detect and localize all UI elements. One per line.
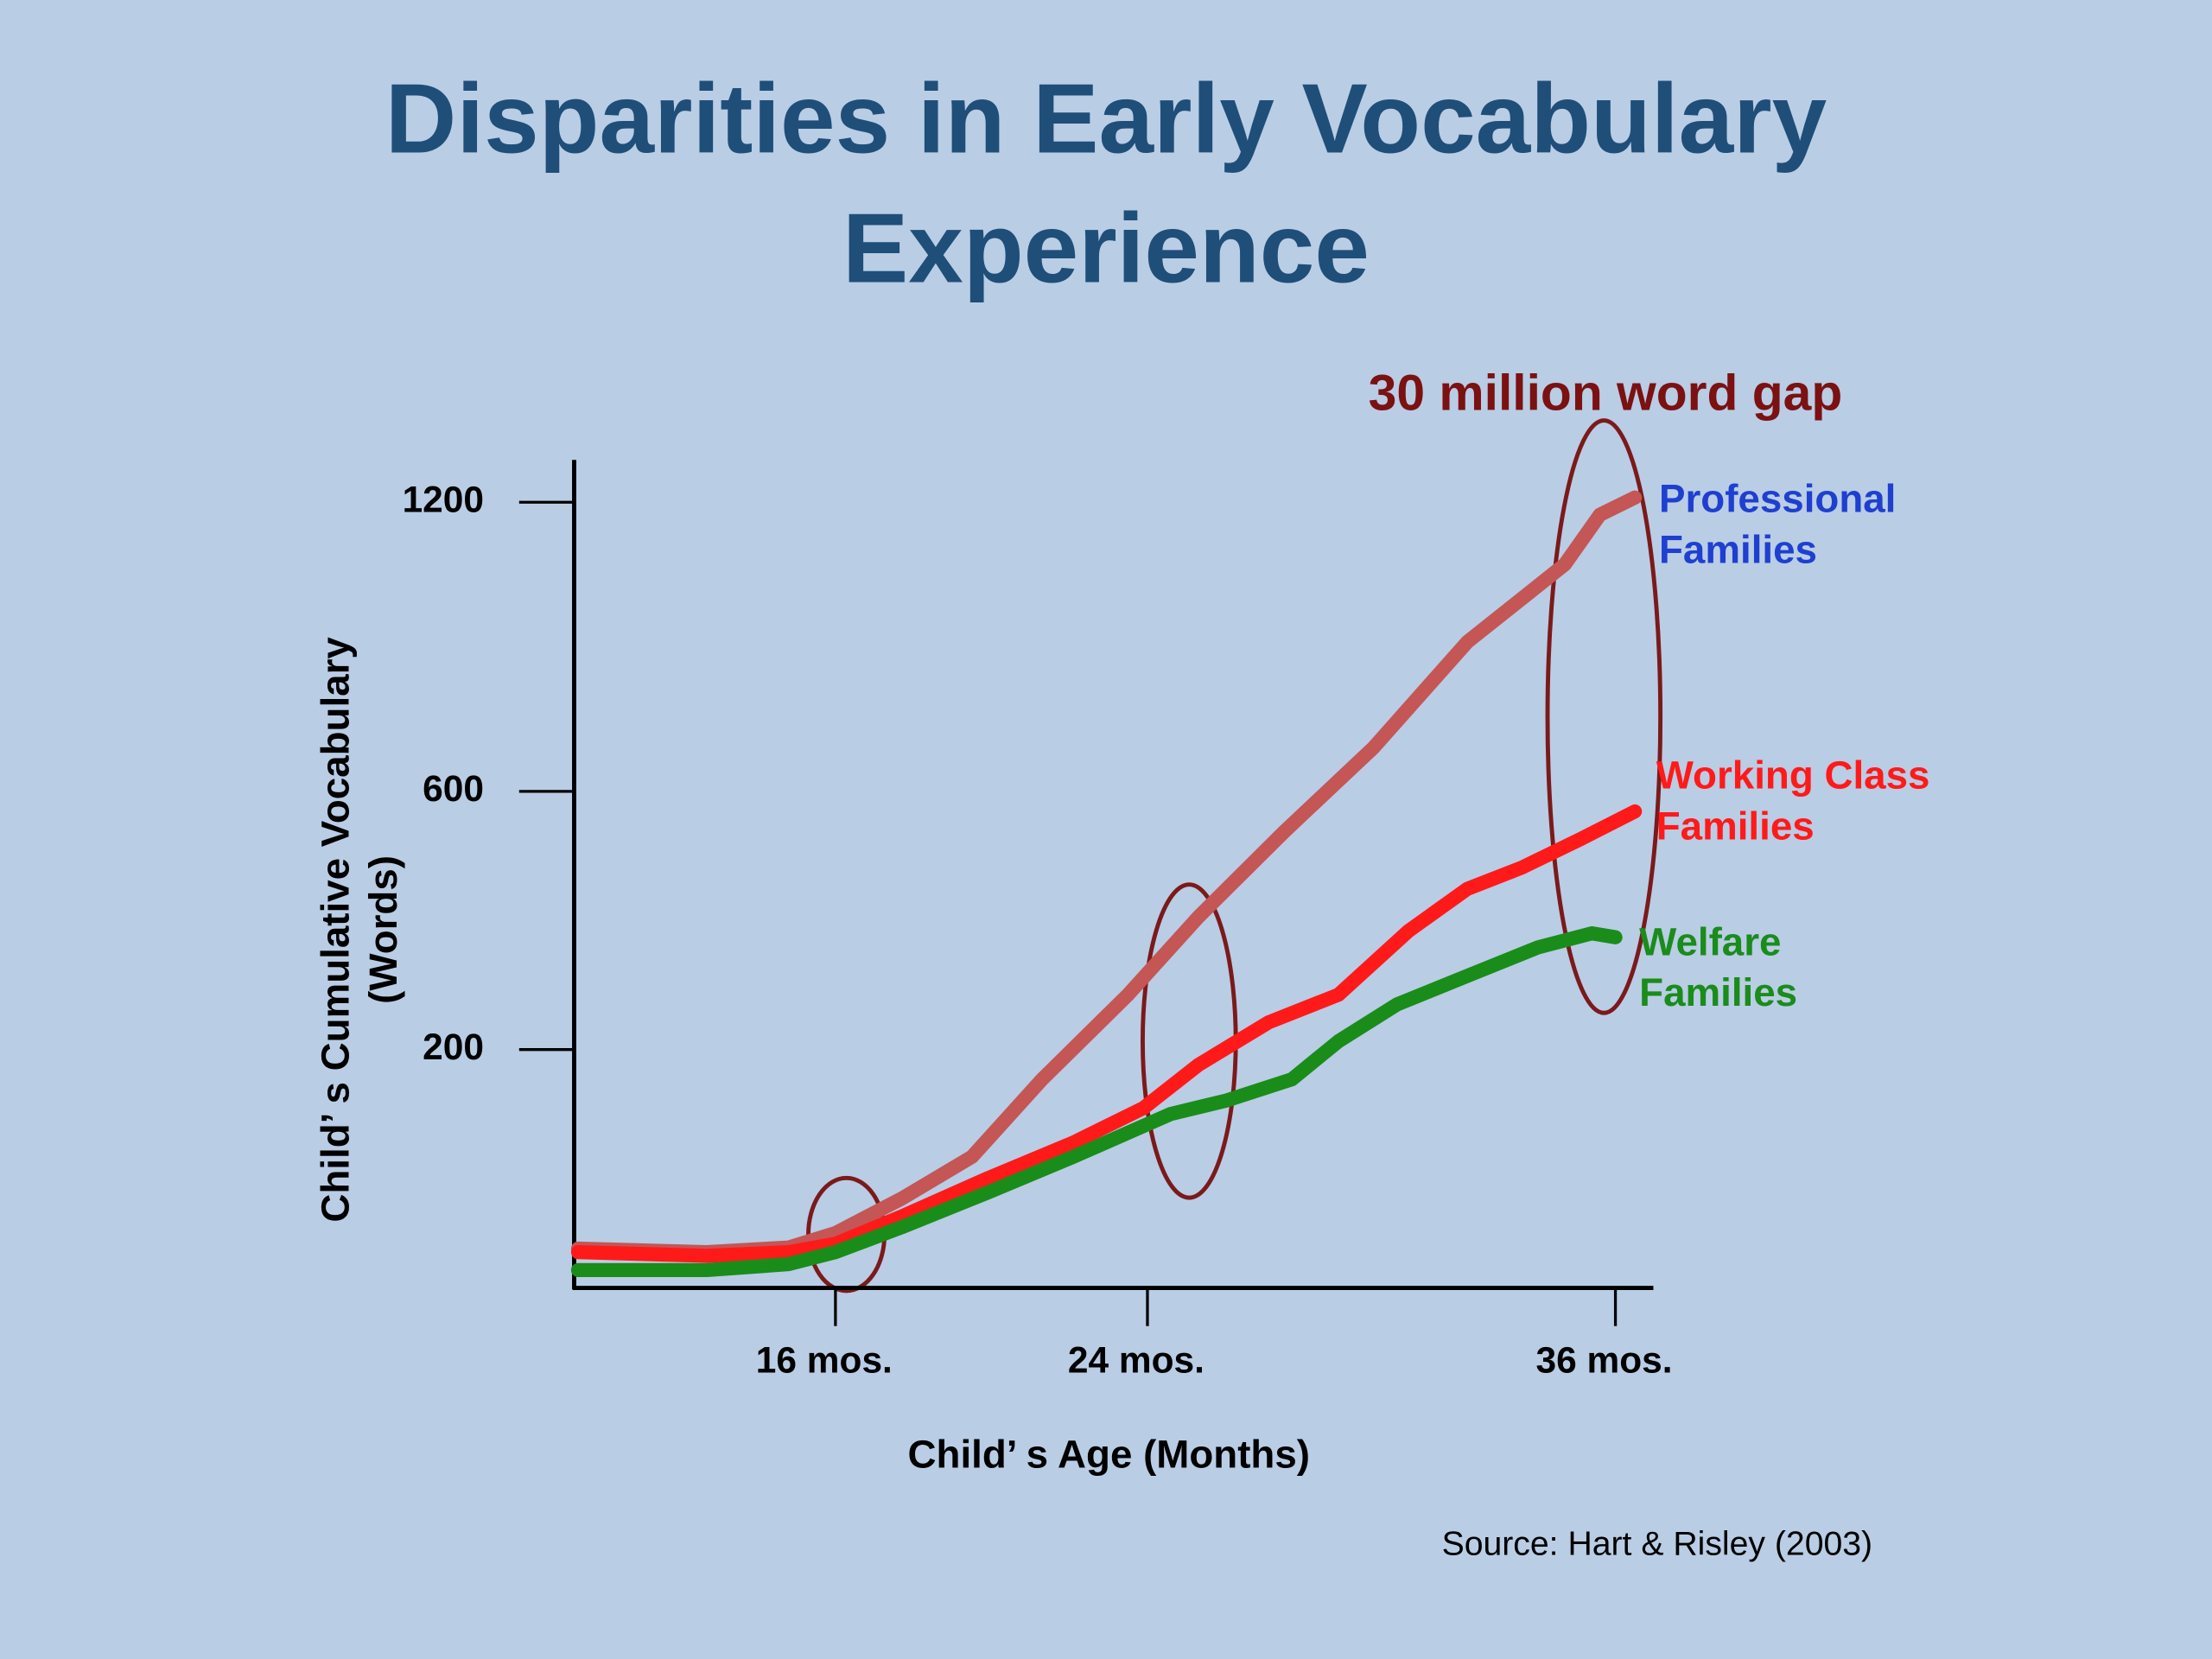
x-axis-label: Child’ s Age (Months) [908, 1433, 1310, 1477]
gap-ellipse [1545, 418, 1663, 1015]
annotation: 30 million word gap [1369, 365, 1843, 421]
y-tick-label: 200 [423, 1027, 484, 1067]
series-line [570, 925, 1623, 1278]
source: Source: Hart & Risley (2003) [1442, 1526, 1873, 1563]
title: Disparities in Early Vocabulary Experien… [385, 63, 1827, 304]
y-tick-label: 1200 [403, 479, 484, 519]
x-tick-label: 24 mos. [1068, 1339, 1205, 1380]
series-line [570, 804, 1643, 1263]
y-axis-label: Child’ s Cumulative Vocabulary (Words) [313, 637, 405, 1223]
x-tick-label: 16 mos. [756, 1339, 893, 1380]
y-tick-label: 600 [423, 768, 484, 809]
series-label: Welfare Families [1639, 919, 1798, 1014]
series-label: Professional Families [1658, 476, 1897, 572]
series-label: Working Class Families [1656, 753, 1930, 849]
x-tick-label: 36 mos. [1535, 1339, 1672, 1380]
